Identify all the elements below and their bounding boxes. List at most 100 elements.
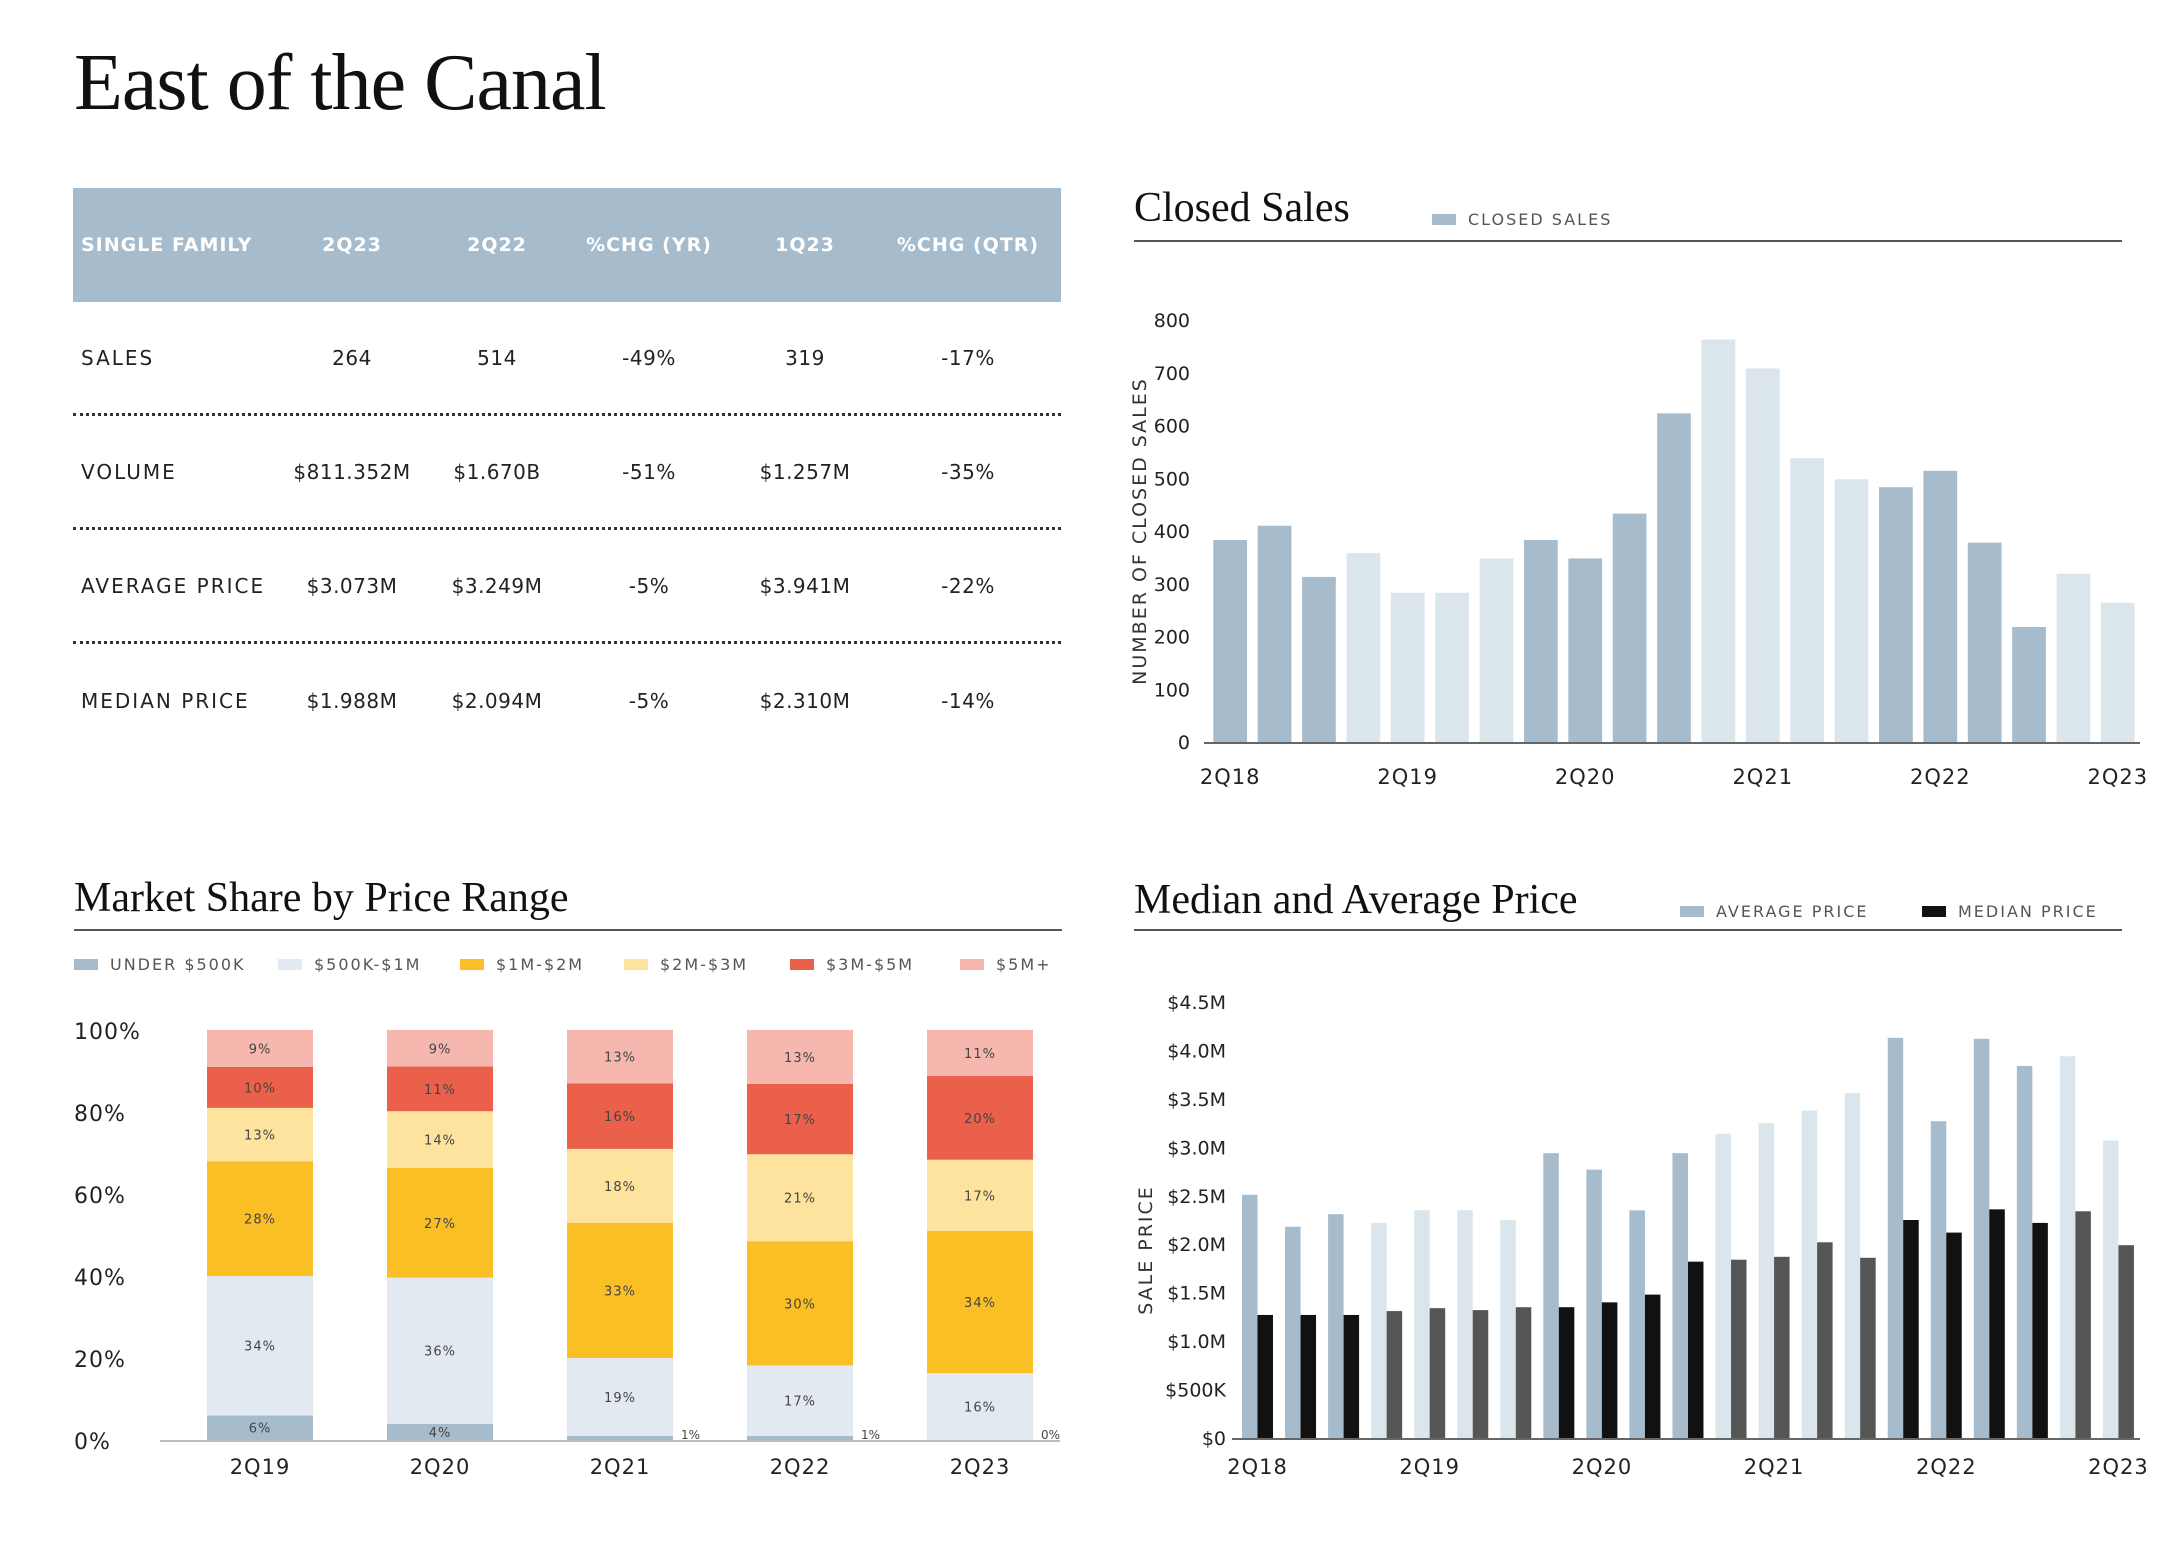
y-tick-label: 600: [1154, 416, 1190, 438]
cell: 319: [785, 345, 825, 370]
segment-label: 9%: [249, 1042, 272, 1057]
bar-3Q20: [1612, 513, 1647, 742]
bar-4Q22: [2012, 627, 2046, 742]
segment-2Q21-$3M-$5M: [567, 1083, 673, 1149]
segment-label: 27%: [424, 1217, 456, 1232]
cell: -17%: [941, 345, 995, 370]
avg-bar-1Q20: [1543, 1153, 1559, 1438]
bar-4Q20: [1657, 413, 1691, 742]
median-bar-4Q19: [1515, 1307, 1532, 1438]
median-bar-1Q23: [2075, 1211, 2091, 1438]
y-tick-label: $2.5M: [1167, 1186, 1226, 1208]
cell: $811.352M: [293, 459, 411, 484]
legend-label: $2M-$3M: [660, 955, 749, 974]
y-tick-label: $4.5M: [1167, 992, 1226, 1014]
median-average-rule: [1134, 929, 2122, 931]
segment-2Q19-UNDER $500K: [207, 1415, 313, 1440]
segment-label: 6%: [249, 1422, 272, 1437]
legend-swatch: [460, 959, 484, 970]
bar-2Q18: [1213, 539, 1248, 742]
median-bar-4Q22: [2032, 1222, 2048, 1438]
segment-2Q20-$2M-$3M: [387, 1111, 493, 1169]
median-bar-1Q22: [1903, 1220, 1919, 1438]
x-tick-label: 2Q22: [1910, 765, 1971, 789]
bar-2Q23: [2100, 602, 2135, 742]
segment-2Q22-$2M-$3M: [747, 1154, 853, 1242]
x-tick-label: 2Q18: [1200, 765, 1261, 789]
segment-label: 1%: [681, 1428, 700, 1442]
x-tick-label: 2Q20: [1555, 765, 1616, 789]
header-2q23: 2Q23: [322, 234, 382, 256]
avg-bar-4Q18: [1328, 1214, 1344, 1438]
segment-label: 4%: [429, 1426, 452, 1441]
avg-bar-3Q21: [1801, 1110, 1818, 1438]
page-title: East of the Canal: [74, 39, 607, 127]
closed-sales-title: Closed Sales: [1134, 185, 1350, 231]
bar-2Q22: [1923, 470, 1958, 742]
legend-swatch: [1922, 906, 1946, 917]
segment-label: 20%: [964, 1112, 996, 1127]
table-row: VOLUME $811.352M $1.670B -51% $1.257M -3…: [73, 416, 1061, 530]
y-tick-label: 200: [1154, 627, 1190, 649]
median-bar-3Q21: [1817, 1242, 1833, 1438]
y-tick-label: $2.0M: [1167, 1234, 1226, 1256]
x-tick-label: 2Q23: [2087, 765, 2148, 789]
header-2q22: 2Q22: [467, 234, 527, 256]
row-label: AVERAGE PRICE: [81, 573, 266, 598]
y-tick-label: 400: [1154, 521, 1190, 543]
median-bar-2Q18: [1257, 1314, 1273, 1438]
segment-label: 30%: [784, 1297, 816, 1312]
header-chg-qtr: %CHG (QTR): [896, 234, 1040, 256]
avg-bar-2Q21: [1758, 1123, 1775, 1438]
bar-1Q22: [1879, 487, 1913, 742]
avg-bar-4Q22: [2016, 1065, 2033, 1438]
segment-2Q23-$500K-$1M: [927, 1373, 1033, 1440]
bar-4Q18: [1302, 576, 1336, 742]
legend-swatch: [790, 959, 814, 970]
y-tick-label: $4.0M: [1167, 1040, 1226, 1062]
median-bar-3Q22: [1989, 1209, 2005, 1438]
bar-3Q22: [1967, 542, 2002, 742]
x-tick-label: 2Q21: [590, 1455, 651, 1479]
median-bar-3Q19: [1472, 1310, 1489, 1438]
header-1q23: 1Q23: [775, 234, 835, 256]
avg-bar-1Q21: [1715, 1133, 1732, 1438]
segment-2Q21-$1M-$2M: [567, 1222, 673, 1358]
x-tick-label: 2Q22: [1916, 1455, 1977, 1479]
median-bar-4Q20: [1687, 1261, 1704, 1438]
segment-label: 11%: [964, 1047, 996, 1062]
segment-2Q21-$500K-$1M: [567, 1358, 673, 1436]
y-tick-label: 800: [1154, 310, 1190, 332]
cell: 264: [332, 345, 372, 370]
table-row: SALES 264 514 -49% 319 -17%: [73, 302, 1061, 416]
avg-bar-1Q19: [1371, 1222, 1387, 1438]
cell: $3.073M: [306, 573, 398, 598]
y-tick-label: $3.0M: [1167, 1137, 1226, 1159]
closed-sales-chart: NUMBER OF CLOSED SALES 0 100 200 300 400 500 60…: [1129, 310, 2148, 789]
y-tick-label: $500K: [1165, 1380, 1226, 1402]
stats-table: SINGLE FAMILY 2Q23 2Q22 %CHG (YR) 1Q23 %…: [73, 188, 1061, 758]
legend-label: AVERAGE PRICE: [1716, 902, 1869, 921]
avg-bar-2Q20: [1586, 1169, 1602, 1438]
segment-label: 17%: [964, 1189, 996, 1204]
avg-bar-2Q23: [2102, 1140, 2119, 1438]
median-bar-1Q20: [1558, 1307, 1575, 1438]
segment-2Q19-$500K-$1M: [207, 1276, 313, 1416]
avg-bar-2Q19: [1414, 1210, 1430, 1438]
y-axis-label: NUMBER OF CLOSED SALES: [1129, 377, 1151, 685]
segment-label: 16%: [964, 1401, 996, 1416]
legend-median-price: MEDIAN PRICE: [1922, 902, 2098, 921]
x-tick-label: 2Q20: [410, 1455, 471, 1479]
segment-label: 10%: [244, 1081, 276, 1096]
segment-2Q23-$3M-$5M: [927, 1076, 1033, 1160]
avg-bar-3Q20: [1629, 1210, 1645, 1438]
bar-3Q18: [1257, 525, 1292, 742]
market-share-chart: 0% 20% 40% 60% 80% 100% 6% 34% 28% 13% 10% 9% 2Q19 4%…: [74, 1020, 1060, 1479]
bar-2Q20: [1568, 558, 1603, 742]
avg-bar-3Q19: [1457, 1210, 1473, 1438]
bar-3Q19: [1435, 592, 1469, 742]
cell: 514: [477, 345, 517, 370]
segment-2Q23-$5M+: [927, 1030, 1033, 1077]
bar-3Q21: [1790, 458, 1825, 742]
cell: $2.310M: [759, 689, 851, 713]
